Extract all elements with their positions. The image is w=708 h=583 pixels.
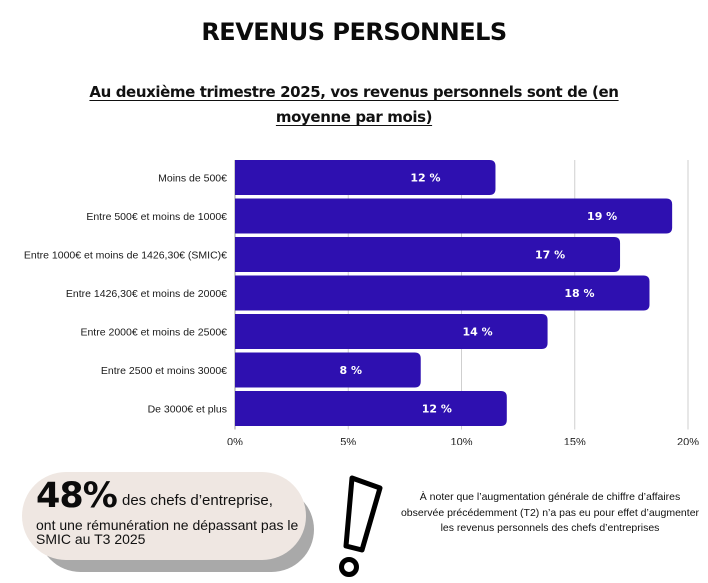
category-label: Entre 2000€ et moins de 2500€ [80, 327, 227, 339]
stat-line1: des chefs d’entreprise, [122, 492, 273, 509]
category-label: Moins de 500€ [158, 173, 227, 185]
value-label: 17 % [535, 249, 565, 262]
bar [235, 198, 673, 234]
category-label: Entre 1426,30€ et moins de 2000€ [66, 288, 227, 300]
page-title: REVENUS PERSONNELS [201, 18, 507, 46]
value-label: 19 % [587, 210, 617, 223]
x-tick-label: 15% [564, 437, 586, 446]
value-label: 8 % [339, 364, 362, 377]
bar [235, 237, 621, 272]
bar [235, 391, 507, 426]
stat-line2: ont une rémunération ne dépassant pas le… [36, 517, 299, 547]
note-text: À noter que l’augmentation générale de c… [400, 491, 700, 534]
value-label: 18 % [564, 287, 594, 300]
category-label: De 3000€ et plus [148, 404, 227, 416]
chart-subtitle: Au deuxième trimestre 2025, vos revenus … [89, 83, 619, 126]
bar [235, 352, 421, 388]
x-tick-label: 20% [677, 437, 699, 446]
category-labels: Moins de 500€ Entre 500€ et moins de 1000… [24, 173, 227, 416]
x-tick-label: 10% [450, 437, 472, 446]
value-label: 14 % [462, 326, 492, 339]
bar [235, 275, 650, 311]
revenue-bar-chart: Moins de 500€ Entre 500€ et moins de 1000… [24, 160, 699, 446]
x-tick-label: 0% [227, 437, 243, 446]
bar [235, 160, 496, 195]
value-labels: 12 % 19 % 17 % 18 % 14 % 8 % 12 % [339, 172, 617, 416]
bar [235, 314, 548, 349]
x-tick-label: 5% [340, 437, 356, 446]
value-label: 12 % [422, 403, 452, 416]
bars [235, 160, 673, 426]
category-label: Entre 500€ et moins de 1000€ [86, 211, 227, 223]
category-label: Entre 2500 et moins 3000€ [101, 365, 227, 377]
category-label: Entre 1000€ et moins de 1426,30€ (SMIC)€ [24, 250, 227, 262]
value-label: 12 % [410, 172, 440, 185]
x-axis-tick-labels: 0% 5% 10% 15% 20% [227, 437, 699, 446]
stat-big-number: 48% [36, 476, 118, 516]
exclamation-icon [339, 475, 383, 577]
stat-callout [22, 472, 306, 560]
